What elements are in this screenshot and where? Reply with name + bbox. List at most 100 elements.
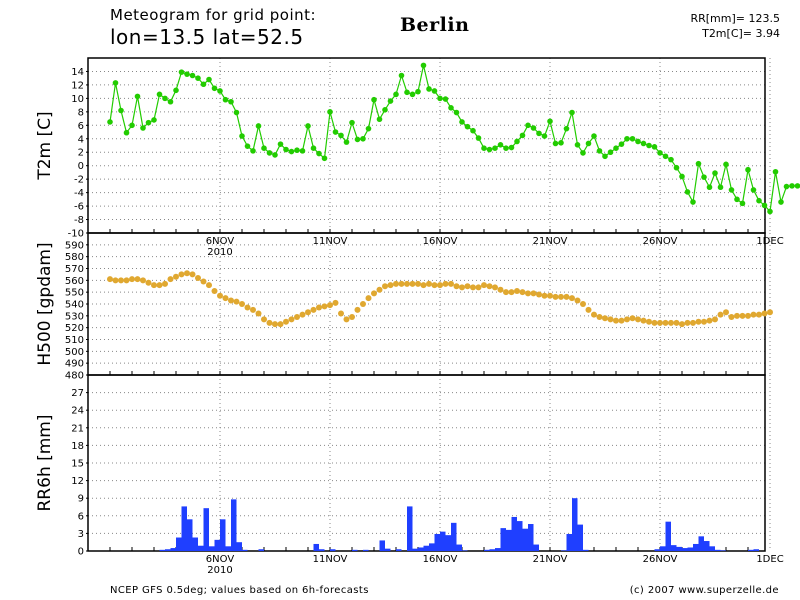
t2m-xtick-label: 6NOV xyxy=(206,236,235,247)
t2m-point xyxy=(239,133,245,139)
rr6h-ytick-label: 27 xyxy=(71,388,84,399)
h500-point xyxy=(470,284,476,291)
t2m-point xyxy=(299,148,306,154)
rr6h-bar xyxy=(165,549,171,551)
rr6h-bar xyxy=(209,546,215,551)
h500-point xyxy=(404,280,410,287)
t2m-point xyxy=(233,109,240,116)
rr6h-bar xyxy=(396,549,402,551)
rr6h-bar xyxy=(517,521,523,551)
t2m-ytick-label: -8 xyxy=(74,215,84,226)
footer-source: NCEP GFS 0.5deg; values based on 6h-fore… xyxy=(110,585,369,596)
h500-point xyxy=(310,306,317,313)
h500-point xyxy=(679,321,685,328)
t2m-point xyxy=(398,72,405,79)
h500-point xyxy=(547,292,553,299)
t2m-point xyxy=(184,71,190,77)
h500-point xyxy=(541,292,548,299)
h500-point xyxy=(668,319,674,326)
h500-point xyxy=(651,319,658,326)
h500-ytick-label: 480 xyxy=(65,371,84,382)
t2m-point xyxy=(250,148,256,154)
h500-point xyxy=(250,306,256,313)
h500-point xyxy=(695,318,702,325)
rr6h-bar xyxy=(313,543,319,551)
t2m-point xyxy=(453,109,460,116)
h500-point xyxy=(464,283,471,290)
t2m-point xyxy=(321,155,328,162)
t2m-point xyxy=(371,96,377,103)
t2m-point xyxy=(739,200,746,207)
rr6h-bar xyxy=(665,521,671,551)
t2m-point xyxy=(635,138,641,145)
h500-point xyxy=(371,290,377,297)
h500-point xyxy=(239,301,245,307)
h500-point xyxy=(431,282,438,289)
h500-point xyxy=(706,317,713,324)
rr6h-ytick-label: 24 xyxy=(71,406,84,417)
t2m-point xyxy=(607,149,614,156)
h500-point xyxy=(514,287,520,294)
h500-point xyxy=(365,295,372,302)
h500-point xyxy=(558,293,564,300)
rr6h-bar xyxy=(720,550,726,551)
rr6h-bar xyxy=(671,545,677,551)
h500-point xyxy=(338,310,344,317)
t2m-point xyxy=(596,148,603,154)
h500-point xyxy=(563,293,570,300)
t2m-point xyxy=(772,168,779,175)
h500-point xyxy=(767,309,773,316)
h500-ytick-label: 580 xyxy=(65,252,84,263)
h500-point xyxy=(305,309,311,316)
t2m-point xyxy=(734,196,740,203)
rr6h-bar xyxy=(181,506,187,551)
rr6h-ytick-label: 15 xyxy=(71,459,84,470)
rr6h-bar xyxy=(566,533,572,551)
t2m-point xyxy=(332,129,339,135)
h500-point xyxy=(503,289,509,296)
t2m-value: T2m[C]= 3.94 xyxy=(702,27,780,40)
h500-point xyxy=(189,271,196,278)
t2m-point xyxy=(145,119,152,126)
t2m-point xyxy=(580,150,586,156)
h500-point xyxy=(437,282,443,289)
h500-point xyxy=(613,317,619,324)
t2m-point xyxy=(129,122,135,129)
h500-point xyxy=(360,301,366,307)
rr6h-bar xyxy=(242,549,248,551)
t2m-point xyxy=(327,109,333,115)
t2m-point xyxy=(591,133,597,139)
rr6h-ytick-label: 6 xyxy=(78,511,84,522)
rr6h-bar xyxy=(429,543,435,551)
rr6h-bar xyxy=(484,549,490,551)
rr6h-ytick-label: 21 xyxy=(71,423,84,434)
t2m-point xyxy=(646,142,652,149)
t2m-point xyxy=(294,147,300,154)
rr6h-bar xyxy=(319,549,325,551)
rr6h-bar xyxy=(693,543,699,551)
h500-point xyxy=(398,280,405,287)
h500-point xyxy=(607,316,614,323)
rr6h-bar xyxy=(489,549,495,551)
h500-point xyxy=(701,318,707,325)
h500-point xyxy=(233,298,240,305)
t2m-point xyxy=(107,119,113,125)
rr6h-ylabel: RR6h [mm] xyxy=(35,414,55,511)
h500-ylabel: H500 [gpdam] xyxy=(35,242,55,365)
t2m-point xyxy=(343,139,350,145)
t2m-point xyxy=(470,127,476,134)
rr6h-bar xyxy=(385,548,391,551)
h500-point xyxy=(448,280,454,287)
h500-point xyxy=(728,314,735,321)
t2m-point xyxy=(156,91,163,98)
rr6h-bar xyxy=(214,539,220,551)
rr-total: RR[mm]= 123.5 xyxy=(690,12,780,25)
rr6h-ytick-label: 9 xyxy=(78,494,84,505)
h500-point xyxy=(739,312,746,319)
rr6h-bar xyxy=(715,549,721,551)
rr6h-bar xyxy=(192,537,198,551)
rr6h-ytick-label: 0 xyxy=(78,547,84,558)
t2m-point xyxy=(651,144,658,150)
h500-point xyxy=(211,287,218,294)
